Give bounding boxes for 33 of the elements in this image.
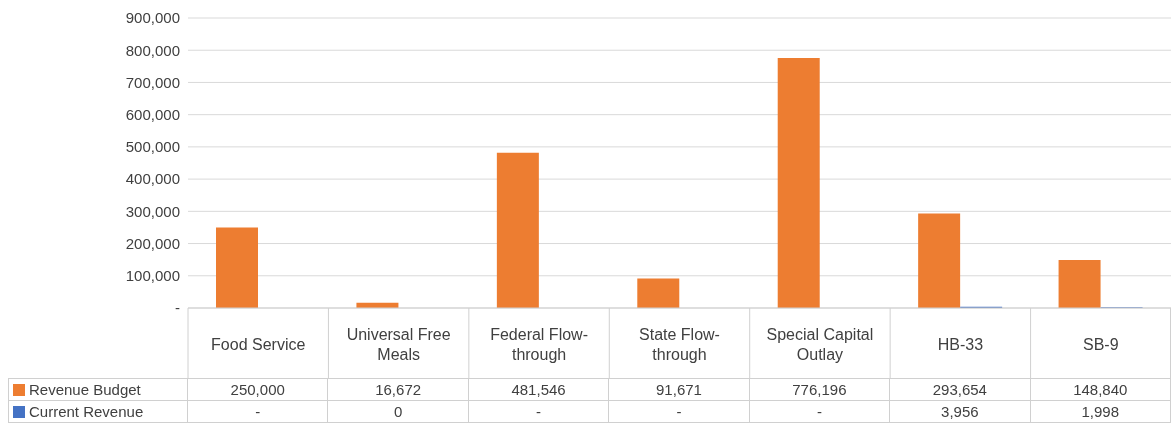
data-label: 776,196: [749, 379, 891, 400]
x-tick-label: Food Service: [211, 336, 306, 353]
y-tick-label: 900,000: [125, 9, 180, 27]
y-tick-label: 600,000: [125, 105, 180, 123]
x-tick-label: Federal Flow-through: [490, 326, 588, 363]
x-tick-label: SB-9: [1083, 336, 1119, 353]
data-label: 1,998: [1030, 401, 1171, 422]
text: -: [816, 403, 822, 420]
y-tick-label: 200,000: [125, 234, 180, 252]
y-tick-label: -: [175, 299, 180, 317]
data-label: 250,000: [188, 379, 329, 400]
y-tick-label: 700,000: [125, 73, 180, 91]
text: -: [676, 403, 682, 420]
data-label: 91,671: [609, 379, 750, 400]
text: -: [536, 403, 542, 420]
y-tick-label: 400,000: [125, 170, 180, 188]
y-tick-label: 100,000: [125, 267, 180, 285]
data-label: 293,654: [890, 379, 1031, 400]
text: -: [255, 403, 261, 420]
x-tick-label: Universal Free Meals: [346, 326, 451, 363]
y-tick-label: 800,000: [125, 41, 180, 59]
legend-label: Current Revenue: [29, 403, 144, 420]
x-tick-label: State Flow-through: [639, 326, 720, 363]
data-label: 0: [328, 401, 469, 422]
y-tick-label: 500,000: [125, 138, 180, 156]
legend-label: Revenue Budget: [29, 381, 141, 398]
data-label: 481,546: [468, 379, 610, 400]
data-label: 3,956: [890, 401, 1031, 422]
x-tick-label: HB-33: [937, 336, 984, 353]
y-tick-label: 300,000: [125, 202, 180, 220]
data-label: 148,840: [1030, 379, 1171, 400]
data-label: 16,672: [328, 379, 469, 400]
x-tick-label: Special Capital Outlay: [766, 326, 874, 363]
